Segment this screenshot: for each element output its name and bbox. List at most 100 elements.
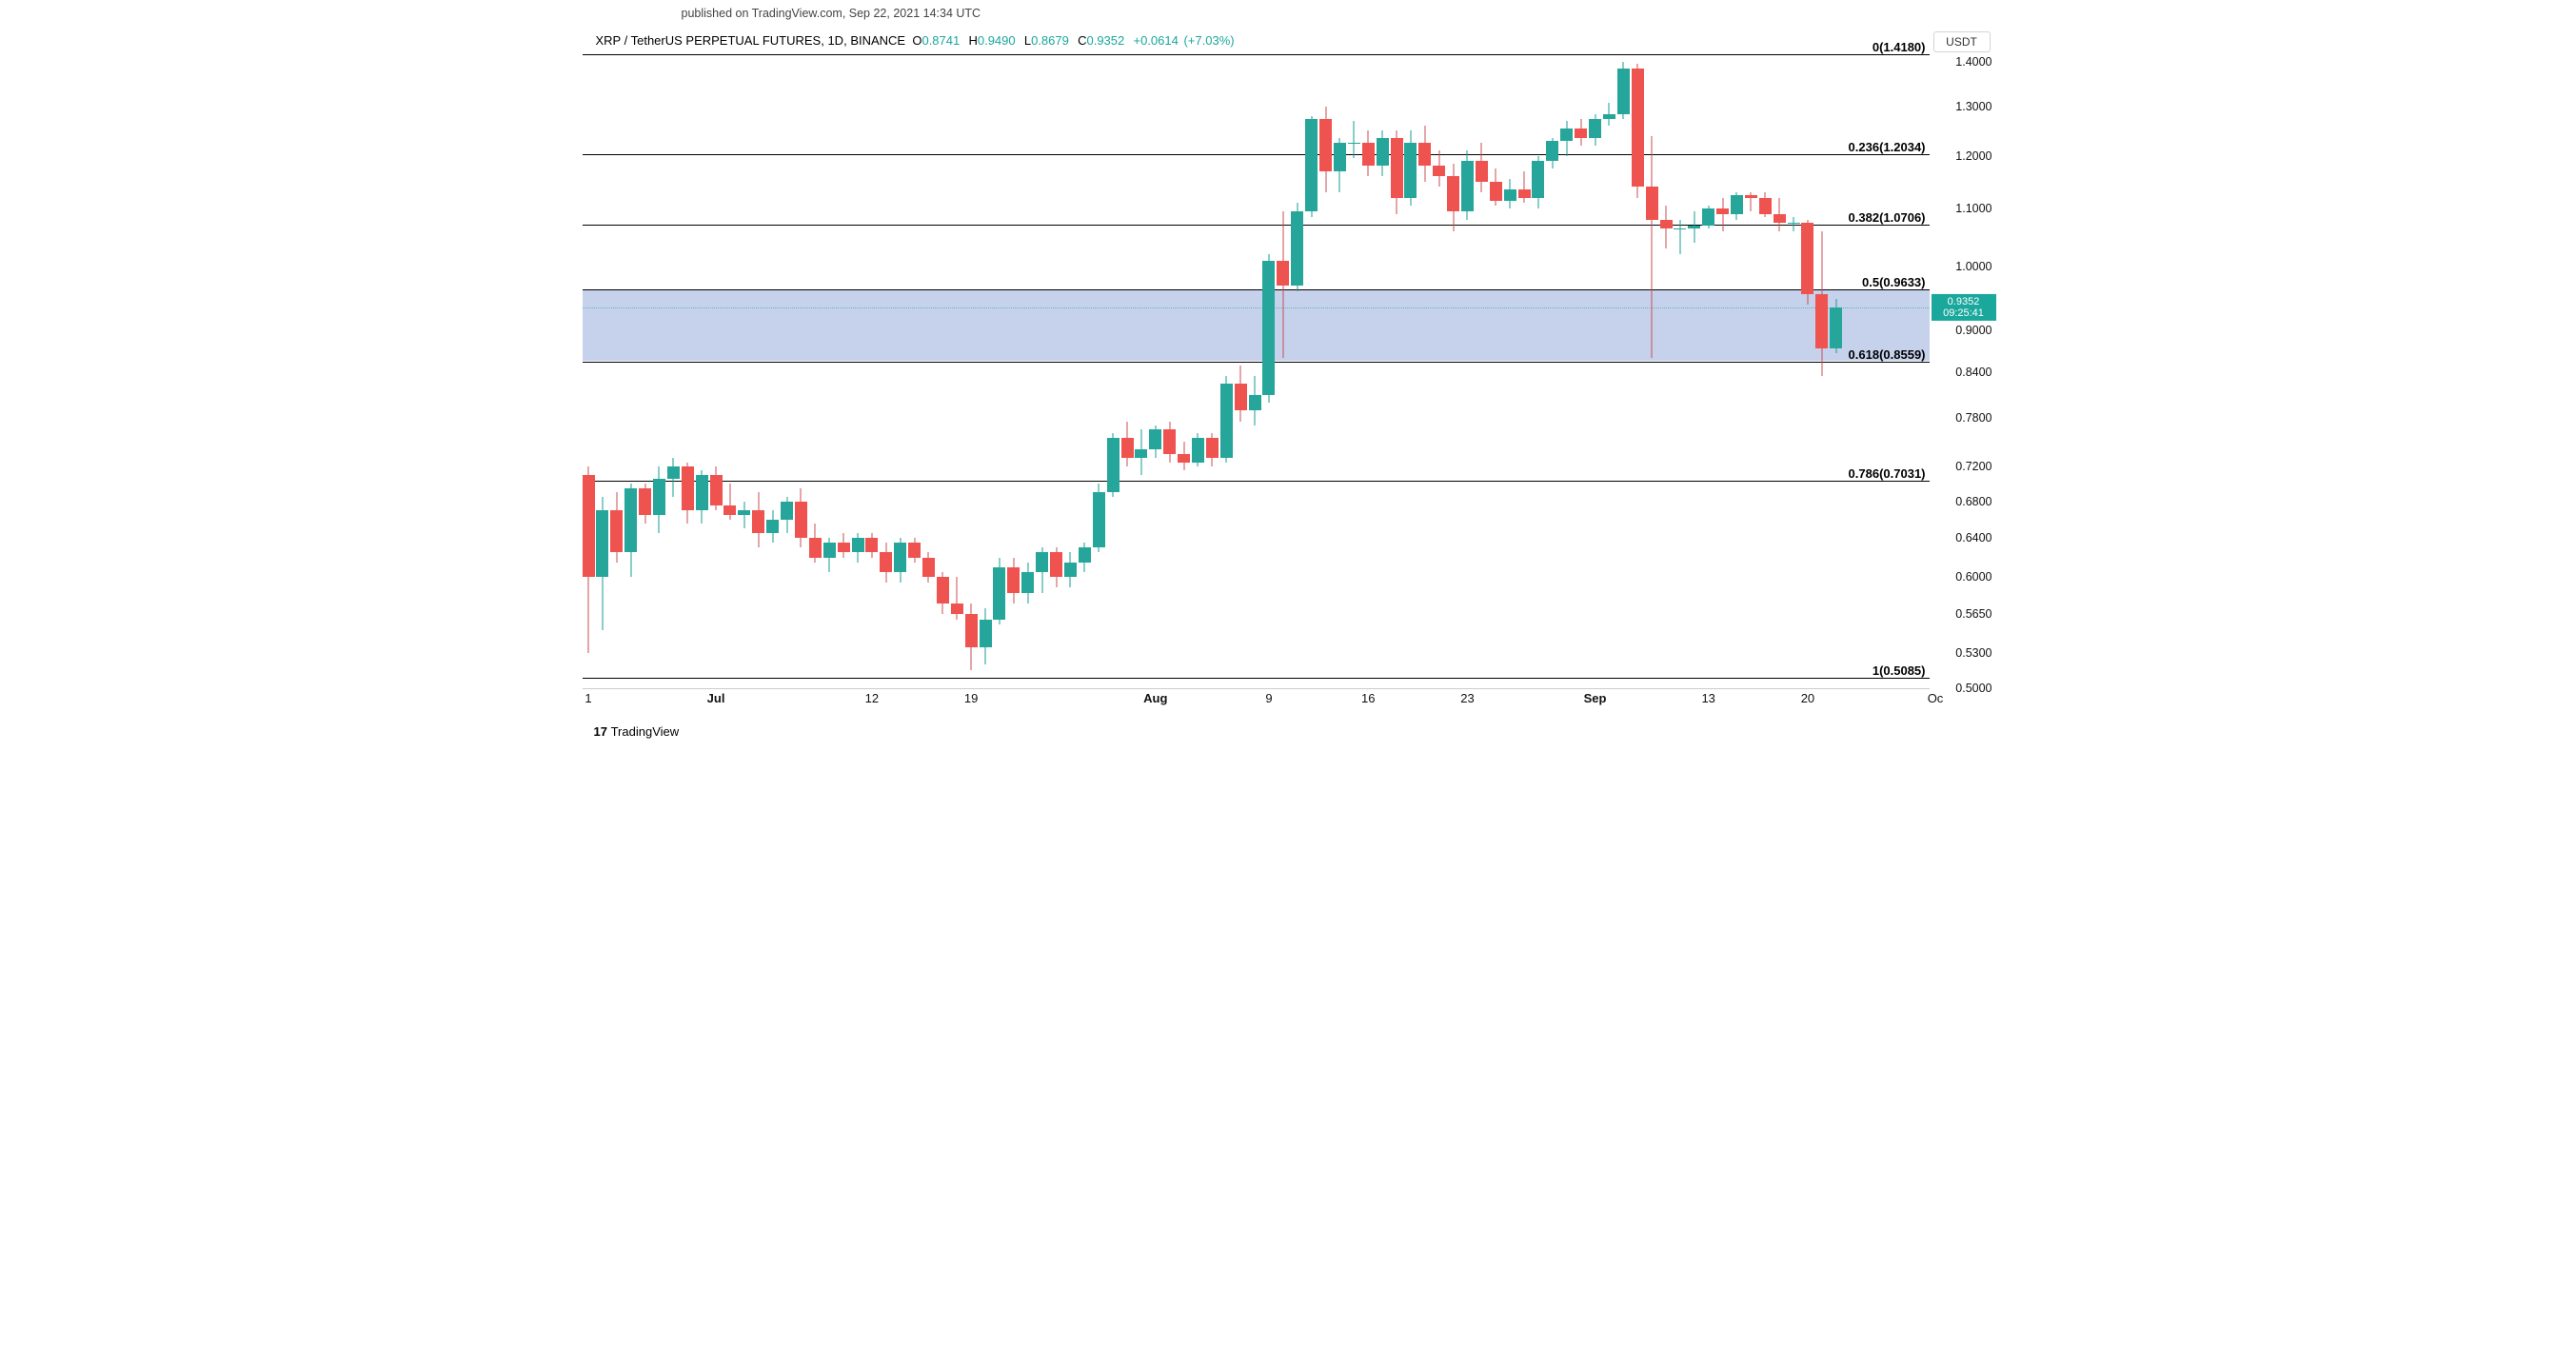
- candle[interactable]: [710, 53, 723, 688]
- candle[interactable]: [696, 53, 708, 688]
- candle[interactable]: [1759, 53, 1772, 688]
- candle[interactable]: [1702, 53, 1714, 688]
- candle[interactable]: [1391, 53, 1403, 688]
- candle[interactable]: [1249, 53, 1261, 688]
- candle[interactable]: [1745, 53, 1757, 688]
- candle[interactable]: [1305, 53, 1318, 688]
- x-tick: Oc: [1928, 691, 1944, 705]
- candle[interactable]: [1801, 53, 1813, 688]
- candle[interactable]: [1007, 53, 1020, 688]
- candle[interactable]: [894, 53, 906, 688]
- candle[interactable]: [639, 53, 651, 688]
- candle[interactable]: [1476, 53, 1488, 688]
- candle[interactable]: [583, 53, 595, 688]
- candle[interactable]: [1504, 53, 1516, 688]
- candle[interactable]: [1291, 53, 1303, 688]
- candle[interactable]: [1334, 53, 1346, 688]
- candle[interactable]: [1192, 53, 1204, 688]
- candle[interactable]: [1135, 53, 1147, 688]
- candle[interactable]: [1050, 53, 1062, 688]
- candle[interactable]: [1362, 53, 1375, 688]
- candle[interactable]: [1560, 53, 1573, 688]
- candle[interactable]: [1461, 53, 1474, 688]
- candle[interactable]: [1433, 53, 1445, 688]
- candle[interactable]: [1773, 53, 1786, 688]
- candle[interactable]: [1277, 53, 1289, 688]
- candle[interactable]: [823, 53, 836, 688]
- y-tick: 1.4000: [1955, 55, 1991, 69]
- candle[interactable]: [1319, 53, 1332, 688]
- candle[interactable]: [1064, 53, 1077, 688]
- candle[interactable]: [1674, 53, 1686, 688]
- candle[interactable]: [610, 53, 623, 688]
- candle[interactable]: [653, 53, 665, 688]
- candle[interactable]: [1107, 53, 1120, 688]
- candle[interactable]: [1447, 53, 1459, 688]
- candle[interactable]: [1830, 53, 1842, 688]
- candle[interactable]: [1377, 53, 1389, 688]
- candle[interactable]: [1178, 53, 1190, 688]
- candle[interactable]: [951, 53, 963, 688]
- candle[interactable]: [993, 53, 1005, 688]
- candle[interactable]: [738, 53, 750, 688]
- candle[interactable]: [1815, 53, 1828, 688]
- candle[interactable]: [1731, 53, 1743, 688]
- y-tick: 0.6400: [1955, 531, 1991, 544]
- candle[interactable]: [1646, 53, 1658, 688]
- candle[interactable]: [1163, 53, 1176, 688]
- candle[interactable]: [1688, 53, 1700, 688]
- candle[interactable]: [1149, 53, 1161, 688]
- candle[interactable]: [1589, 53, 1601, 688]
- candle[interactable]: [1121, 53, 1134, 688]
- candle[interactable]: [1575, 53, 1587, 688]
- candle[interactable]: [667, 53, 680, 688]
- candle[interactable]: [1079, 53, 1091, 688]
- candle[interactable]: [596, 53, 608, 688]
- candle[interactable]: [624, 53, 637, 688]
- candle[interactable]: [1532, 53, 1544, 688]
- price-chart[interactable]: 0(1.4180)0.236(1.2034)0.382(1.0706)0.5(0…: [583, 53, 1930, 689]
- candle[interactable]: [1603, 53, 1615, 688]
- candle[interactable]: [795, 53, 807, 688]
- candle[interactable]: [1021, 53, 1034, 688]
- candle[interactable]: [838, 53, 850, 688]
- candle[interactable]: [880, 53, 892, 688]
- candle[interactable]: [1220, 53, 1233, 688]
- ohlc-o: 0.8741: [921, 33, 960, 48]
- candle[interactable]: [682, 53, 694, 688]
- candle[interactable]: [922, 53, 935, 688]
- candle[interactable]: [752, 53, 764, 688]
- candle[interactable]: [852, 53, 864, 688]
- candle[interactable]: [1518, 53, 1531, 688]
- fib-label: 1(0.5085): [1873, 663, 1926, 678]
- candle[interactable]: [1660, 53, 1673, 688]
- candle[interactable]: [1617, 53, 1630, 688]
- candle[interactable]: [766, 53, 779, 688]
- candle[interactable]: [1404, 53, 1417, 688]
- candle[interactable]: [1348, 53, 1360, 688]
- candle[interactable]: [1418, 53, 1431, 688]
- candle[interactable]: [1546, 53, 1558, 688]
- candle[interactable]: [865, 53, 878, 688]
- candle[interactable]: [980, 53, 992, 688]
- candle[interactable]: [1093, 53, 1105, 688]
- candle[interactable]: [809, 53, 822, 688]
- candle[interactable]: [1206, 53, 1219, 688]
- candle[interactable]: [1716, 53, 1729, 688]
- symbol-header: XRP / TetherUS PERPETUAL FUTURES, 1D, BI…: [596, 33, 1237, 48]
- interval: 1D: [827, 33, 843, 48]
- candle[interactable]: [1788, 53, 1800, 688]
- candle[interactable]: [1632, 53, 1644, 688]
- candle[interactable]: [1235, 53, 1247, 688]
- candle[interactable]: [781, 53, 793, 688]
- publish-line: published on TradingView.com, Sep 22, 20…: [682, 7, 981, 20]
- candle[interactable]: [965, 53, 978, 688]
- candle[interactable]: [723, 53, 736, 688]
- unit-selector[interactable]: USDT: [1933, 31, 1991, 52]
- exchange: BINANCE: [850, 33, 905, 48]
- candle[interactable]: [937, 53, 949, 688]
- candle[interactable]: [1036, 53, 1048, 688]
- candle[interactable]: [908, 53, 921, 688]
- candle[interactable]: [1490, 53, 1502, 688]
- candle[interactable]: [1262, 53, 1275, 688]
